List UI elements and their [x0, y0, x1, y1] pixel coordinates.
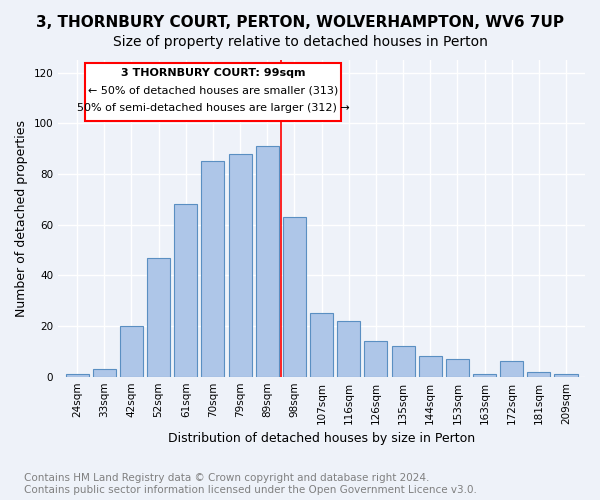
Bar — [256, 146, 279, 376]
Text: 3, THORNBURY COURT, PERTON, WOLVERHAMPTON, WV6 7UP: 3, THORNBURY COURT, PERTON, WOLVERHAMPTO… — [36, 15, 564, 30]
X-axis label: Distribution of detached houses by size in Perton: Distribution of detached houses by size … — [168, 432, 475, 445]
Bar — [202, 162, 224, 376]
Bar — [229, 154, 251, 376]
Bar — [120, 326, 143, 376]
Bar — [473, 374, 496, 376]
Bar — [65, 374, 89, 376]
Bar — [446, 359, 469, 376]
Bar — [527, 372, 550, 376]
Bar — [392, 346, 415, 376]
Bar — [554, 374, 578, 376]
Text: 50% of semi-detached houses are larger (312) →: 50% of semi-detached houses are larger (… — [77, 103, 349, 113]
Bar — [174, 204, 197, 376]
Bar — [337, 321, 360, 376]
Y-axis label: Number of detached properties: Number of detached properties — [15, 120, 28, 317]
Bar — [283, 217, 306, 376]
Bar — [93, 369, 116, 376]
Bar — [147, 258, 170, 376]
Text: 3 THORNBURY COURT: 99sqm: 3 THORNBURY COURT: 99sqm — [121, 68, 305, 78]
Text: Contains HM Land Registry data © Crown copyright and database right 2024.
Contai: Contains HM Land Registry data © Crown c… — [24, 474, 477, 495]
Text: Size of property relative to detached houses in Perton: Size of property relative to detached ho… — [113, 35, 487, 49]
Bar — [310, 314, 333, 376]
Bar — [500, 362, 523, 376]
Text: ← 50% of detached houses are smaller (313): ← 50% of detached houses are smaller (31… — [88, 86, 338, 96]
Bar — [419, 356, 442, 376]
FancyBboxPatch shape — [85, 62, 341, 121]
Bar — [364, 341, 388, 376]
